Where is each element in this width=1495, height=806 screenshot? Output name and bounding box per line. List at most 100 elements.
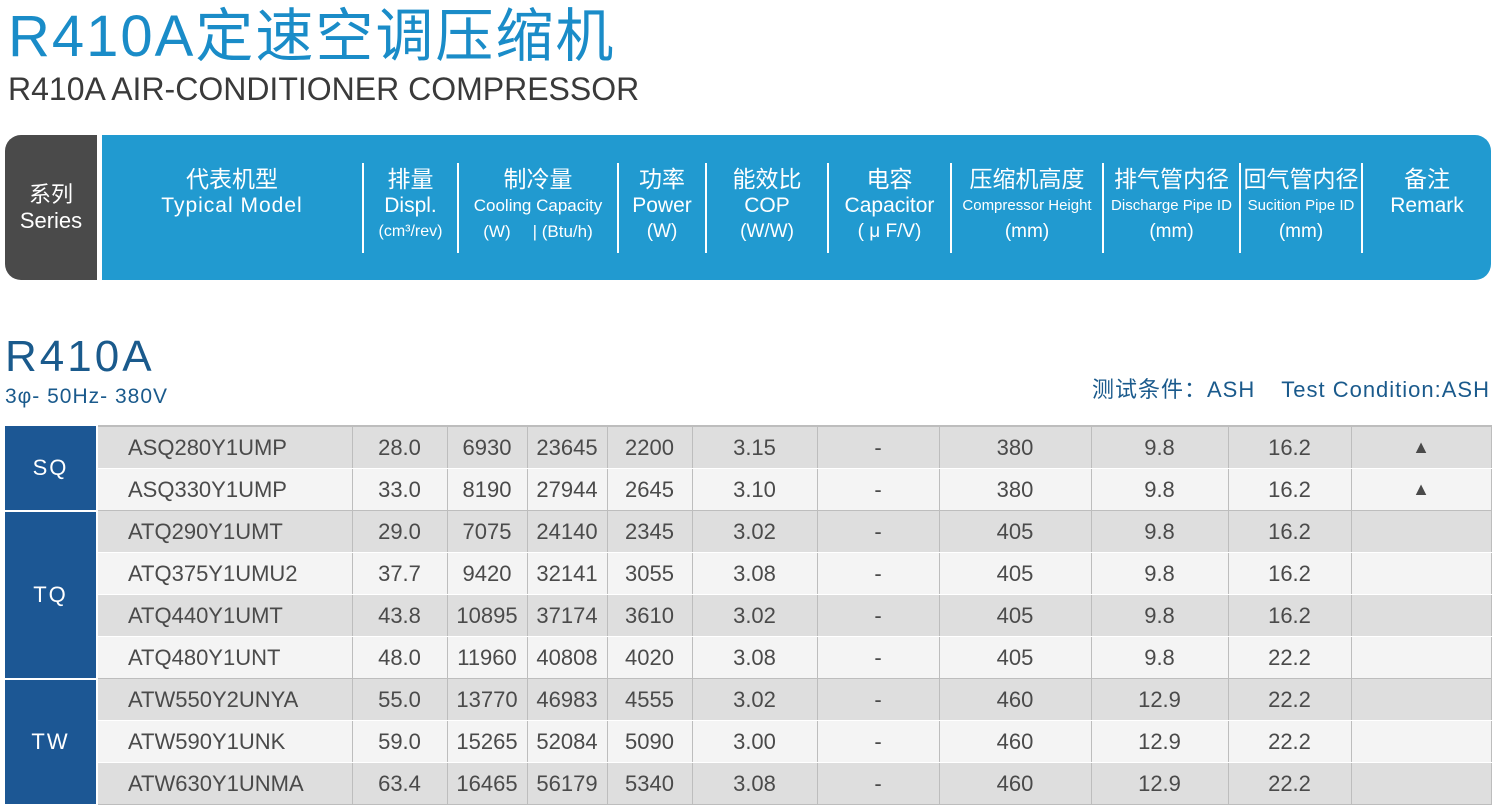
cell-capacitor: - (817, 552, 940, 595)
table-row: TW ATW550Y2UNYA 55.0 13770 46983 4555 3.02-460… (5, 678, 1492, 806)
header-height-unit: (mm) (1004, 221, 1050, 242)
cell-cooling-w: 8190 (447, 468, 528, 511)
cell-suction-id: 22.2 (1228, 678, 1352, 721)
series-label: SQ (5, 426, 98, 512)
table-row: TQ ATQ290Y1UMT 29.0 7075 24140 2345 3.02-405 9.… (5, 510, 1492, 680)
cell-suction-id: 22.2 (1228, 720, 1352, 763)
cell-model: ASQ280Y1UMP (97, 425, 353, 469)
cell-remark (1351, 552, 1492, 595)
cell-cooling-btu: 24140 (527, 510, 608, 553)
header-cop-cn: 能效比 (732, 166, 802, 192)
test-condition: 测试条件：ASH Test Condition:ASH (1092, 376, 1490, 404)
header-power: 功率 Power (W) (617, 163, 705, 253)
cell-discharge-id: 9.8 (1091, 594, 1229, 637)
header-capacitor: 电容 Capacitor ( μ F/V) (827, 163, 950, 253)
table-row: ATW630Y1UNMA 63.4 16465 56179 5340 3.08-460 12… (5, 762, 1492, 805)
header-cap-en: Capacitor (844, 194, 935, 217)
header-model: 代表机型 Typical Model (102, 163, 362, 253)
cell-displacement: 63.4 (352, 762, 448, 805)
cell-cooling-btu: 52084 (527, 720, 608, 763)
header-cooling-units: (W) | (Btu/h) (483, 219, 593, 245)
cell-remark (1351, 594, 1492, 637)
cell-suction-id: 16.2 (1228, 552, 1352, 595)
header-cooling-unit-w: (W) (483, 222, 511, 241)
header-suction-cn: 回气管内径 (1243, 166, 1359, 192)
cell-cooling-btu: 37174 (527, 594, 608, 637)
header-columns: 代表机型 Typical Model 排量 Displ. (cm³/rev) 制… (102, 135, 1491, 280)
header-cop-unit: (W/W) (740, 221, 794, 242)
cell-height: 460 (939, 720, 1092, 763)
header-power-cn: 功率 (639, 166, 685, 192)
cell-model: ATW550Y2UNYA (97, 678, 353, 721)
header-series-cn: 系列 (28, 181, 73, 207)
cell-cooling-w: 16465 (447, 762, 528, 805)
cell-discharge-id: 12.9 (1091, 762, 1229, 805)
cell-suction-id: 22.2 (1228, 762, 1352, 805)
table-row: ATQ375Y1UMU2 37.7 9420 32141 3055 3.08-405 9.8… (5, 552, 1492, 595)
cell-remark (1351, 762, 1492, 805)
cell-power: 3055 (607, 552, 693, 595)
header-discharge-unit: (mm) (1149, 221, 1194, 242)
cell-remark (1351, 636, 1492, 679)
cell-displacement: 28.0 (352, 425, 448, 469)
table-header-band: 系列 Series 代表机型 Typical Model 排量 Displ. (… (5, 135, 1491, 280)
cell-displacement: 29.0 (352, 510, 448, 553)
cell-model: ATQ480Y1UNT (97, 636, 353, 679)
page-title: R410A定速空调压缩机 (8, 4, 616, 69)
cell-cop: 3.10 (692, 468, 818, 511)
cell-cooling-w: 13770 (447, 678, 528, 721)
cell-power: 5090 (607, 720, 693, 763)
cell-cop: 3.08 (692, 762, 818, 805)
cell-power: 2345 (607, 510, 693, 553)
cell-capacitor: - (817, 594, 940, 637)
cell-capacitor: - (817, 636, 940, 679)
cell-remark: ▲ (1351, 425, 1492, 469)
cell-cooling-btu: 23645 (527, 425, 608, 469)
table-row: ATQ480Y1UNT 48.0 11960 40808 4020 3.08-405 9.8… (5, 636, 1492, 679)
cell-displacement: 55.0 (352, 678, 448, 721)
cell-suction-id: 16.2 (1228, 468, 1352, 511)
cell-remark (1351, 510, 1492, 553)
header-displ-en: Displ. (384, 194, 437, 217)
header-cop-en: COP (744, 194, 790, 217)
cell-capacitor: - (817, 468, 940, 511)
series-label: TQ (5, 510, 98, 680)
header-series: 系列 Series (5, 135, 97, 280)
cell-power: 4555 (607, 678, 693, 721)
series-label: TW (5, 678, 98, 806)
cell-remark: ▲ (1351, 468, 1492, 511)
cell-height: 405 (939, 510, 1092, 553)
cell-discharge-id: 12.9 (1091, 720, 1229, 763)
header-height: 压缩机高度 Compressor Height (mm) (950, 163, 1102, 253)
header-model-en: Typical Model (161, 194, 303, 217)
header-remark-cn: 备注 (1404, 166, 1450, 192)
cell-remark (1351, 678, 1492, 721)
page-subtitle: R410A AIR-CONDITIONER COMPRESSOR (8, 71, 640, 107)
cell-cop: 3.02 (692, 510, 818, 553)
header-cop: 能效比 COP (W/W) (705, 163, 827, 253)
cell-discharge-id: 9.8 (1091, 425, 1229, 469)
cell-discharge-id: 9.8 (1091, 552, 1229, 595)
header-discharge-en: Discharge Pipe ID (1111, 197, 1232, 214)
cell-capacitor: - (817, 510, 940, 553)
cell-height: 460 (939, 678, 1092, 721)
cell-height: 380 (939, 425, 1092, 469)
cell-displacement: 37.7 (352, 552, 448, 595)
cell-discharge-id: 9.8 (1091, 636, 1229, 679)
cell-cooling-btu: 46983 (527, 678, 608, 721)
header-displ-unit: (cm³/rev) (378, 223, 443, 240)
header-power-en: Power (632, 194, 692, 217)
table-row: ASQ330Y1UMP 33.0 8190 27944 2645 3.10-380 9.8 1… (5, 468, 1492, 511)
cell-remark (1351, 720, 1492, 763)
cell-cop: 3.08 (692, 636, 818, 679)
header-cooling-cn: 制冷量 (503, 166, 573, 192)
table-row: ATQ440Y1UMT 43.8 10895 37174 3610 3.02-405 9.8… (5, 594, 1492, 637)
cell-height: 405 (939, 636, 1092, 679)
header-discharge: 排气管内径 Discharge Pipe ID (mm) (1102, 163, 1239, 253)
cell-cooling-btu: 40808 (527, 636, 608, 679)
cell-displacement: 59.0 (352, 720, 448, 763)
cell-power: 3610 (607, 594, 693, 637)
cell-cooling-w: 7075 (447, 510, 528, 553)
cell-power: 5340 (607, 762, 693, 805)
cell-height: 380 (939, 468, 1092, 511)
